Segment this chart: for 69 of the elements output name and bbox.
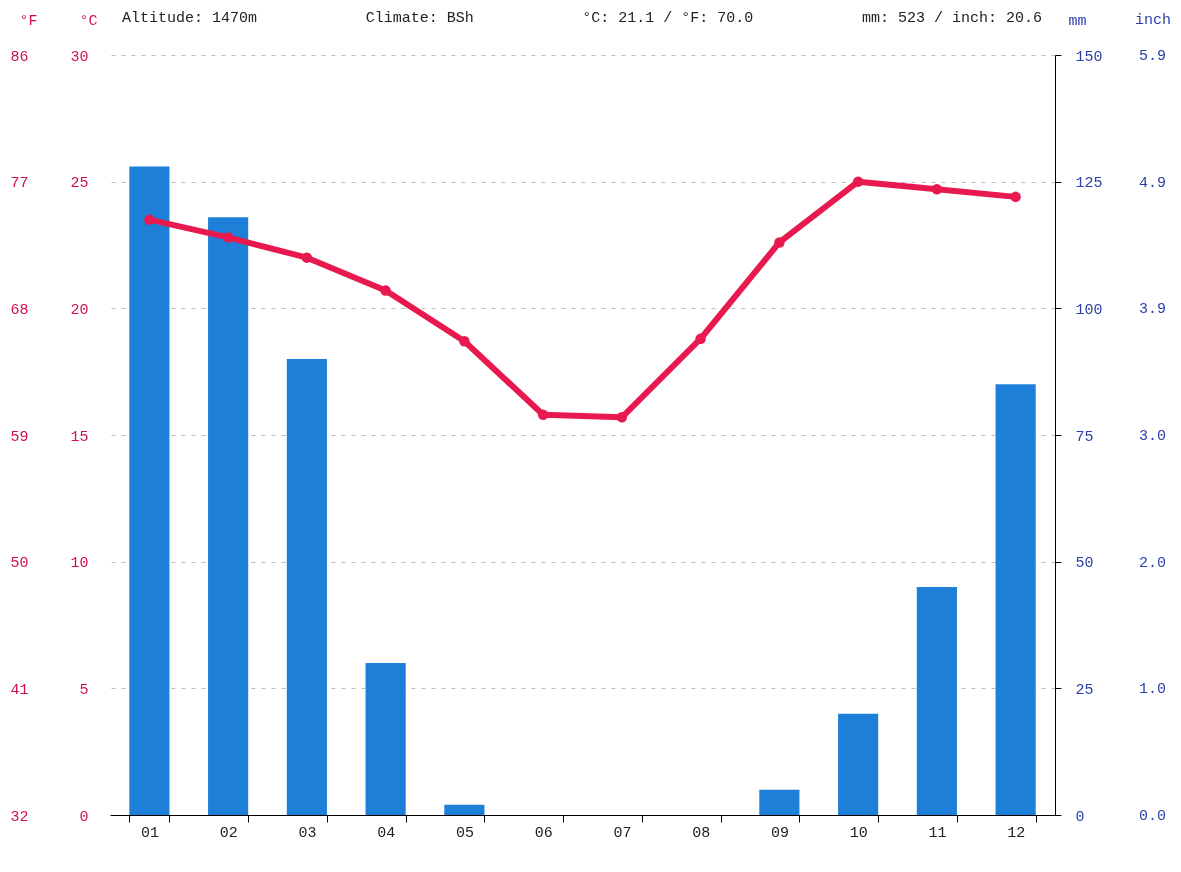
y3-tick-label: 77: [10, 175, 29, 193]
point: [774, 237, 785, 248]
y3-tick-label: 41: [10, 681, 29, 699]
x-tick-label: 06: [534, 824, 553, 842]
bar: [208, 217, 249, 815]
text: 4.9: [1139, 174, 1167, 192]
x-tick-label: 01: [140, 824, 159, 842]
text: 0.0: [1139, 808, 1167, 825]
x-tick-label: 04: [377, 824, 396, 842]
point: [1010, 191, 1021, 203]
x-tick-label: 05: [455, 824, 474, 842]
y-tick-label: 15: [70, 428, 89, 446]
x-tick-label: 07: [613, 824, 632, 842]
point: [459, 336, 470, 347]
text: inch: [1135, 12, 1172, 29]
y-tick-label: 10: [70, 555, 89, 573]
x-tick-label: 03: [298, 824, 317, 842]
y2-tick-label: 50: [1075, 555, 1094, 573]
x-tick-label: 11: [928, 824, 947, 842]
y-tick-label: 25: [70, 175, 89, 193]
x-tick-label: 10: [849, 824, 868, 842]
y3-axis-title: °F: [19, 12, 38, 30]
y2-tick-label: 125: [1075, 175, 1103, 193]
text: 1.0: [1139, 681, 1167, 699]
y2-tick-label: 0: [1075, 808, 1085, 826]
x-tick-label: 08: [692, 824, 711, 842]
bar: [916, 587, 957, 815]
point: [695, 333, 706, 344]
bar: [838, 713, 879, 815]
x-tick-label: 09: [770, 824, 789, 842]
y3-tick-label: 50: [10, 555, 29, 573]
bar: [995, 384, 1036, 815]
point: [301, 252, 313, 263]
point: [931, 184, 943, 195]
bar: [759, 789, 800, 815]
text: mm: 523 / inch: 20.6: [861, 10, 1042, 27]
y-axis-title: °C: [79, 12, 98, 30]
x-tick-label: 02: [219, 824, 238, 842]
y2-axis-title: mm: [1068, 12, 1087, 30]
text: 3.0: [1139, 428, 1167, 445]
x-tick-label: 12: [1007, 824, 1026, 842]
text: °C: 21.1 / °F: 70.0: [582, 10, 754, 27]
bar: [286, 359, 327, 815]
bar: [444, 804, 485, 815]
point: [380, 285, 391, 296]
y2-tick-label: 75: [1075, 428, 1094, 446]
point: [616, 412, 628, 423]
y3-tick-label: 68: [10, 301, 29, 319]
y-tick-label: 20: [70, 301, 89, 319]
y2-tick-label: 25: [1075, 681, 1094, 699]
y2-tick-label: 100: [1075, 301, 1103, 319]
point: [537, 409, 549, 420]
point: [852, 176, 864, 187]
point: [222, 232, 234, 243]
y3-tick-label: 32: [10, 808, 29, 826]
text: 2.0: [1139, 554, 1167, 572]
bar: [129, 166, 170, 815]
text: 3.9: [1139, 301, 1167, 319]
bar: [365, 663, 406, 815]
y3-tick-label: 86: [10, 48, 29, 66]
y2-tick-label: 150: [1075, 48, 1103, 66]
y3-tick-label: 59: [10, 428, 29, 446]
y-tick-label: 30: [70, 48, 89, 66]
text: Climate: BSh: [365, 10, 474, 27]
y-tick-label: 5: [79, 681, 89, 699]
text: 5.9: [1139, 48, 1167, 65]
y-tick-label: 0: [79, 808, 89, 826]
text: Altitude: 1470m: [122, 10, 258, 27]
point: [144, 214, 155, 225]
